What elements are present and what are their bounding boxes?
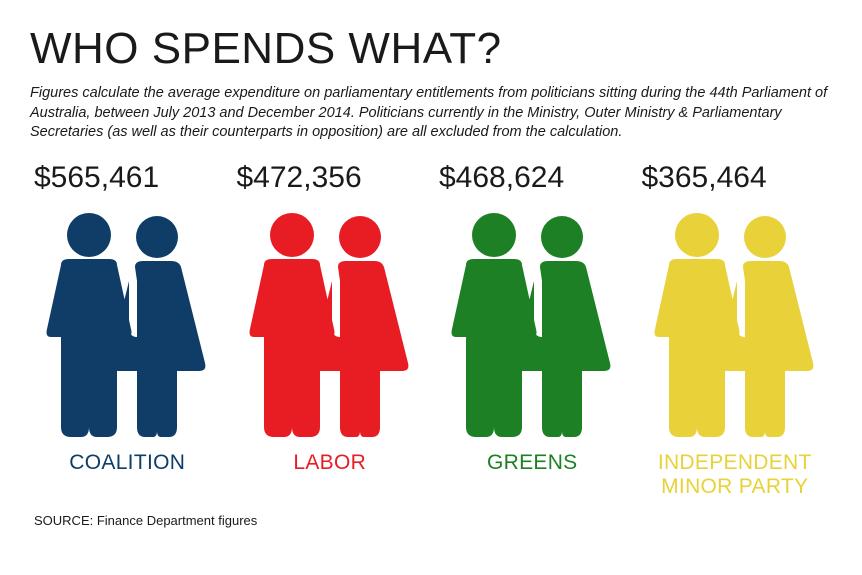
people-icon [647,209,823,441]
amount-label: $468,624 [435,161,564,195]
amount-label: $365,464 [638,161,767,195]
party-coalition: $565,461 COALITION [30,161,225,499]
people-icon [444,209,620,441]
amount-label: $472,356 [233,161,362,195]
people-icon [39,209,215,441]
party-greens: $468,624 GREENS [435,161,630,499]
party-name-label: LABOR [293,451,366,475]
party-name-label: COALITION [69,451,185,475]
party-name-label: INDEPENDENT MINOR PARTY [638,451,833,499]
source-text: SOURCE: Finance Department figures [30,513,832,528]
party-labor: $472,356 LABOR [233,161,428,499]
subtitle-text: Figures calculate the average expenditur… [30,84,830,143]
party-independent: $365,464 INDEPENDENT MINOR PARTY [638,161,833,499]
amount-label: $565,461 [30,161,159,195]
parties-row: $565,461 COALITION $472,356 LABOR $468,6… [30,161,832,499]
page-title: WHO SPENDS WHAT? [30,24,832,74]
party-name-label: GREENS [487,451,578,475]
people-icon [242,209,418,441]
